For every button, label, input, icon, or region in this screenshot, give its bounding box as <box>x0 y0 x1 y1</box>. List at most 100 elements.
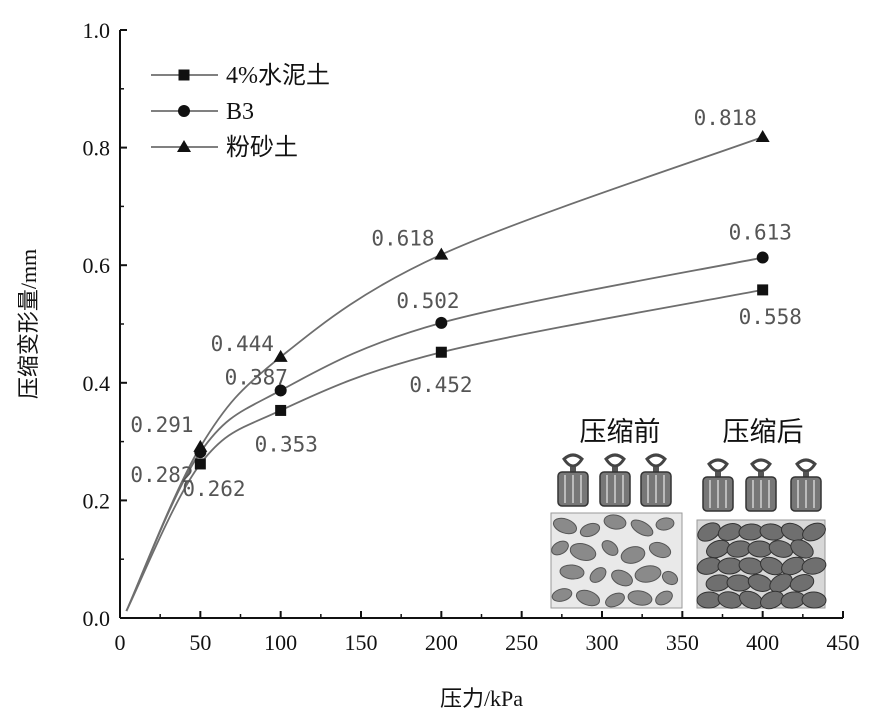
soil-particle-icon <box>768 540 794 558</box>
axes: 0 50 100 150 200 250 300 350 400 450 0.0 0.2 0.4 0.6 0… <box>16 18 860 711</box>
legend-label: 4%水泥土 <box>226 62 330 89</box>
soil-particle-icon <box>661 570 679 586</box>
legend: 4%水泥土 B3 粉砂土 <box>151 62 330 161</box>
soil-particle-icon <box>634 565 662 583</box>
x-tick-label: 400 <box>746 630 779 655</box>
soil-particle-icon <box>697 522 721 542</box>
soil-particle-icon <box>589 567 607 583</box>
data-label: 0.618 <box>371 227 434 251</box>
data-point-triangle <box>193 439 208 452</box>
weight-hook-icon <box>562 453 584 468</box>
soil-particle-icon <box>655 590 673 606</box>
y-tick-label: 0.8 <box>83 136 111 161</box>
y-tick-label: 0.6 <box>83 253 111 278</box>
data-label: 0.387 <box>225 365 288 389</box>
soil-particle-icon <box>579 522 601 538</box>
y-tick-label: 0.2 <box>83 488 111 513</box>
weight-hook-icon <box>750 458 772 473</box>
data-point-square <box>435 346 447 358</box>
soil-particle-icon <box>601 540 619 556</box>
x-tick-label: 100 <box>264 630 297 655</box>
soil-particle-icon <box>569 543 597 561</box>
soil-particle-icon <box>551 588 573 602</box>
soil-particle-icon <box>655 517 675 531</box>
data-label: 0.353 <box>255 432 318 456</box>
compression-inset: 压缩前 压缩后 <box>550 417 827 610</box>
weight-neck-icon <box>803 472 809 478</box>
inset-after-label: 压缩后 <box>723 417 804 447</box>
x-tick-label: 150 <box>345 630 378 655</box>
x-tick-label: 200 <box>425 630 458 655</box>
soil-particle-icon <box>559 564 585 580</box>
data-label: 0.291 <box>130 413 193 437</box>
soil-particle-icon <box>603 514 627 530</box>
soil-particle-icon <box>611 569 633 587</box>
data-point-triangle <box>755 130 770 143</box>
weight-hook-icon <box>604 453 626 468</box>
legend-marker-square <box>178 69 190 81</box>
soil-particle-icon <box>789 574 815 592</box>
soil-particle-icon <box>760 590 784 610</box>
data-point-square <box>275 404 287 416</box>
x-tick-label: 50 <box>189 630 211 655</box>
data-point-circle <box>435 316 448 329</box>
legend-marker-triangle <box>177 140 191 152</box>
data-labels: 0.262 0.353 0.452 0.558 0.282 0.387 0.502 0.613… <box>130 106 802 501</box>
data-label: 0.444 <box>211 332 274 356</box>
y-tick-label: 0.0 <box>83 606 111 631</box>
series-lines <box>125 136 763 612</box>
x-tick-label: 300 <box>586 630 619 655</box>
soil-particle-icon <box>801 557 827 575</box>
data-point-triangle <box>273 349 288 362</box>
legend-label: B3 <box>226 99 254 125</box>
soil-particle-icon <box>605 592 625 608</box>
weight-neck-icon <box>653 467 659 473</box>
series-markers <box>193 130 770 470</box>
soil-particle-icon <box>551 540 569 556</box>
weight-neck-icon <box>570 467 576 473</box>
soil-particle-icon <box>630 519 654 537</box>
data-point-circle <box>756 251 769 264</box>
data-point-triangle <box>434 247 449 260</box>
y-axis-title: 压缩变形量/mm <box>16 249 41 399</box>
soil-particle-icon <box>802 522 826 542</box>
inset-before-label: 压缩前 <box>580 417 661 447</box>
data-label: 0.282 <box>130 463 193 487</box>
x-tick-label: 0 <box>115 630 126 655</box>
x-tick-label: 450 <box>827 630 860 655</box>
legend-label: 粉砂土 <box>226 134 298 161</box>
data-label: 0.502 <box>396 289 459 313</box>
data-point-square <box>194 458 206 470</box>
weight-hook-icon <box>645 453 667 468</box>
series-line-3 <box>125 136 763 612</box>
weight-neck-icon <box>715 472 721 478</box>
soil-particle-icon <box>696 591 722 609</box>
series-line-1 <box>125 289 763 612</box>
x-tick-label: 350 <box>666 630 699 655</box>
data-label: 0.613 <box>729 221 792 245</box>
weight-hook-icon <box>795 458 817 473</box>
weight-neck-icon <box>612 467 618 473</box>
data-point-square <box>757 284 769 296</box>
weight-hook-icon <box>707 458 729 473</box>
data-label: 0.452 <box>409 373 472 397</box>
x-axis-title: 压力/kPa <box>440 686 523 711</box>
soil-particle-icon <box>627 590 653 606</box>
data-label: 0.262 <box>182 477 245 501</box>
soil-particle-icon <box>648 541 672 559</box>
soil-particle-icon <box>575 589 601 607</box>
soil-particle-icon <box>552 517 578 535</box>
y-tick-label: 1.0 <box>83 18 111 43</box>
data-label: 0.818 <box>694 106 757 130</box>
soil-particle-icon <box>801 591 827 609</box>
soil-particle-icon <box>781 556 805 576</box>
data-point-circle <box>274 384 287 397</box>
data-label: 0.558 <box>739 305 802 329</box>
weight-neck-icon <box>758 472 764 478</box>
soil-particle-icon <box>620 546 646 564</box>
soil-particle-icon <box>706 539 730 559</box>
soil-particle-icon <box>769 573 793 593</box>
soil-particle-icon <box>790 539 814 559</box>
